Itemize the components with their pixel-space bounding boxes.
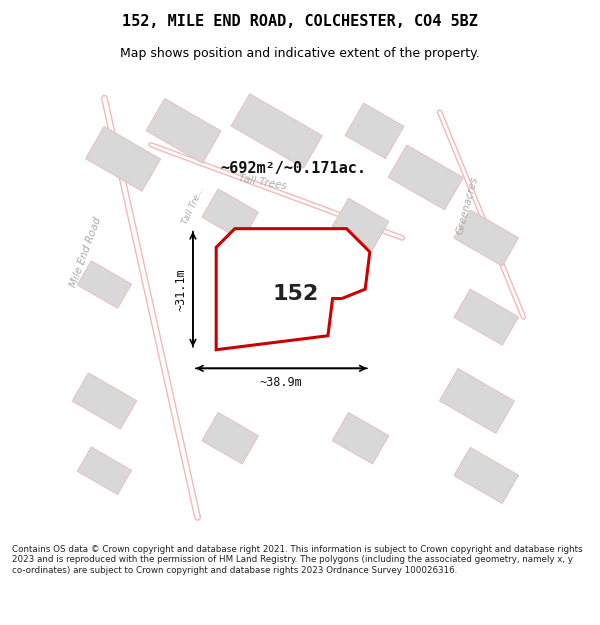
Polygon shape <box>454 289 518 345</box>
Text: 152, MILE END ROAD, COLCHESTER, CO4 5BZ: 152, MILE END ROAD, COLCHESTER, CO4 5BZ <box>122 14 478 29</box>
Text: Tall Tre…: Tall Tre… <box>180 185 206 226</box>
Polygon shape <box>345 103 404 159</box>
Polygon shape <box>216 229 370 350</box>
Polygon shape <box>146 99 221 163</box>
Polygon shape <box>231 94 322 168</box>
Polygon shape <box>77 261 131 308</box>
Polygon shape <box>388 145 463 210</box>
Polygon shape <box>202 412 259 464</box>
Text: ~692m²/~0.171ac.: ~692m²/~0.171ac. <box>221 161 367 176</box>
Text: Contains OS data © Crown copyright and database right 2021. This information is : Contains OS data © Crown copyright and d… <box>12 545 583 574</box>
Text: Mile End Road: Mile End Road <box>68 216 103 288</box>
Polygon shape <box>86 126 161 191</box>
Polygon shape <box>202 189 259 241</box>
Polygon shape <box>332 412 389 464</box>
Text: Greenacres: Greenacres <box>455 175 480 236</box>
Polygon shape <box>72 373 137 429</box>
Text: ~38.9m: ~38.9m <box>260 376 303 389</box>
Text: Tall Trees: Tall Trees <box>238 173 287 191</box>
Polygon shape <box>332 198 389 250</box>
Polygon shape <box>454 210 518 266</box>
Polygon shape <box>439 369 514 433</box>
Polygon shape <box>77 447 131 494</box>
Text: ~31.1m: ~31.1m <box>175 268 188 311</box>
Polygon shape <box>454 448 518 504</box>
Text: Map shows position and indicative extent of the property.: Map shows position and indicative extent… <box>120 48 480 61</box>
Text: 152: 152 <box>272 284 319 304</box>
